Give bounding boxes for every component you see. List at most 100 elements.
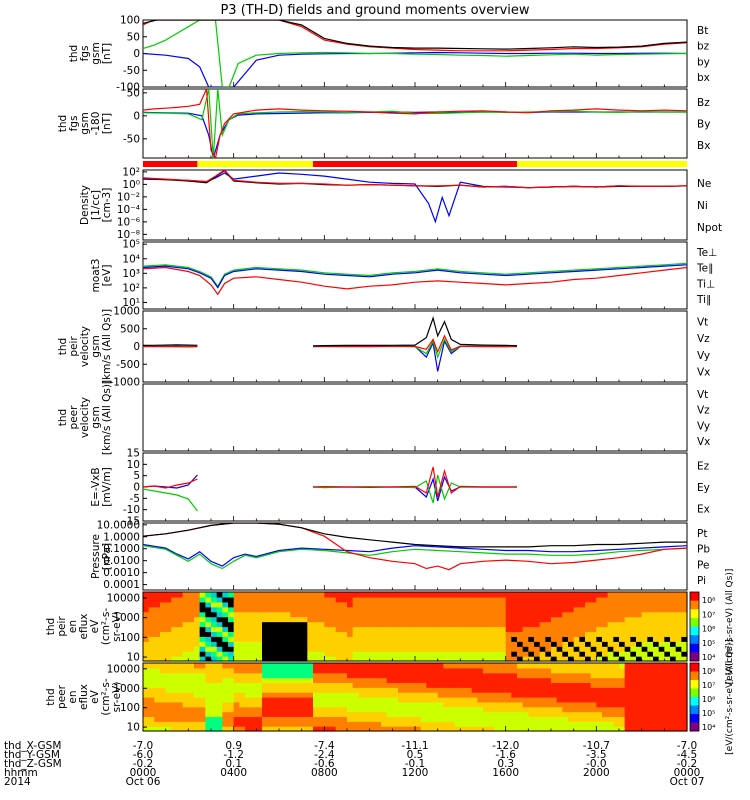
heatmap-cell xyxy=(358,682,365,688)
heatmap-cell xyxy=(647,641,654,647)
heatmap-cell xyxy=(143,721,150,727)
heatmap-cell xyxy=(386,606,393,613)
heatmap-cell xyxy=(171,711,178,718)
heatmap-cell xyxy=(245,592,252,598)
heatmap-cell xyxy=(602,641,609,647)
heatmap-cell xyxy=(437,682,444,688)
heatmap-cell xyxy=(647,706,654,713)
legend-entry-4: Pi xyxy=(697,575,706,587)
y-tick-label: 10.0000 xyxy=(97,519,140,531)
heatmap-cell xyxy=(364,726,371,732)
heatmap-cell xyxy=(369,672,376,679)
heatmap-cell xyxy=(630,663,637,669)
heatmap-cell xyxy=(369,726,376,732)
heatmap-cell xyxy=(398,651,405,657)
heatmap-cell xyxy=(341,656,348,662)
colorbar-tick-label: 10⁵ xyxy=(702,639,715,648)
heatmap-cell xyxy=(658,682,665,688)
series-Bz xyxy=(143,89,687,158)
heatmap-cell xyxy=(449,606,456,613)
heatmap-cell xyxy=(273,663,280,669)
heatmap-cell xyxy=(534,631,541,637)
heatmap-cell xyxy=(471,692,478,698)
heatmap-cell xyxy=(194,621,201,628)
heatmap-cell xyxy=(205,636,212,642)
heatmap-cell xyxy=(381,636,388,642)
heatmap-cell xyxy=(409,692,416,698)
heatmap-cell xyxy=(681,692,688,698)
heatmap-cell xyxy=(177,641,184,647)
heatmap-cell xyxy=(296,677,303,684)
heatmap-cell xyxy=(352,656,359,662)
heatmap-cell xyxy=(324,716,331,722)
heatmap-cell xyxy=(392,711,399,718)
heatmap-cell xyxy=(330,697,337,703)
y-tick-label: -5 xyxy=(130,493,140,505)
heatmap-cell xyxy=(573,631,580,637)
series-Bt xyxy=(143,20,687,50)
y-tick-label: 10⁰ xyxy=(122,179,140,191)
heatmap-cell xyxy=(522,616,529,623)
heatmap-cell xyxy=(613,616,620,623)
heatmap-cell xyxy=(154,616,161,623)
heatmap-cell xyxy=(624,616,631,623)
heatmap-cell xyxy=(590,663,597,669)
legend-entry-3: Vy xyxy=(697,350,710,362)
heatmap-cell xyxy=(160,596,167,603)
heatmap-cell xyxy=(199,636,206,642)
heatmap-cell xyxy=(256,646,263,652)
heatmap-cell xyxy=(511,726,518,732)
heatmap-cell xyxy=(511,663,518,669)
heatmap-cell xyxy=(205,711,212,718)
heatmap-cell xyxy=(477,631,484,637)
heatmap-cell xyxy=(454,592,461,598)
heatmap-cell xyxy=(301,592,308,598)
heatmap-cell xyxy=(432,641,439,647)
heatmap-cell xyxy=(403,667,410,674)
heatmap-cell xyxy=(267,721,274,727)
heatmap-cell xyxy=(664,726,671,732)
heatmap-cell xyxy=(330,667,337,674)
heatmap-cell xyxy=(653,716,660,722)
y-tick-label: 1000 xyxy=(113,612,140,624)
heatmap-cell xyxy=(636,592,643,598)
heatmap-cell xyxy=(454,672,461,679)
heatmap-cell xyxy=(443,667,450,674)
heatmap-cell xyxy=(449,663,456,669)
heatmap-cell xyxy=(647,677,654,684)
heatmap-cell xyxy=(585,687,592,693)
heatmap-cell xyxy=(369,611,376,618)
heatmap-cell xyxy=(290,672,297,679)
series-Vt xyxy=(143,344,198,346)
heatmap-cell xyxy=(341,651,348,657)
heatmap-cell xyxy=(551,711,558,718)
heatmap-cell xyxy=(182,626,189,633)
heatmap-cell xyxy=(624,636,631,642)
heatmap-cell xyxy=(165,616,172,623)
heatmap-cell xyxy=(358,616,365,623)
heatmap-cell xyxy=(670,711,677,718)
legend-entry-1: Bt xyxy=(697,25,708,37)
heatmap-cell xyxy=(381,646,388,652)
heatmap-cell xyxy=(426,651,433,657)
heatmap-cell xyxy=(573,621,580,628)
heatmap-cell xyxy=(613,651,620,657)
heatmap-cell xyxy=(182,701,189,708)
heatmap-cell xyxy=(369,596,376,603)
colorbar-band xyxy=(690,663,699,672)
x-row-value: 0400 xyxy=(220,767,247,779)
heatmap-cell xyxy=(607,682,614,688)
heatmap-cell xyxy=(590,651,597,657)
heatmap-cell xyxy=(233,592,240,598)
heatmap-cell xyxy=(573,611,580,618)
heatmap-cell xyxy=(409,687,416,693)
heatmap-cell xyxy=(335,721,342,727)
heatmap-cell xyxy=(284,663,291,669)
heatmap-cell xyxy=(228,592,235,598)
heatmap-cell xyxy=(403,651,410,657)
heatmap-cell xyxy=(460,697,467,703)
heatmap-cell xyxy=(273,692,280,698)
heatmap-cell xyxy=(284,606,291,613)
heatmap-cell xyxy=(199,656,206,662)
heatmap-cell xyxy=(562,697,569,703)
